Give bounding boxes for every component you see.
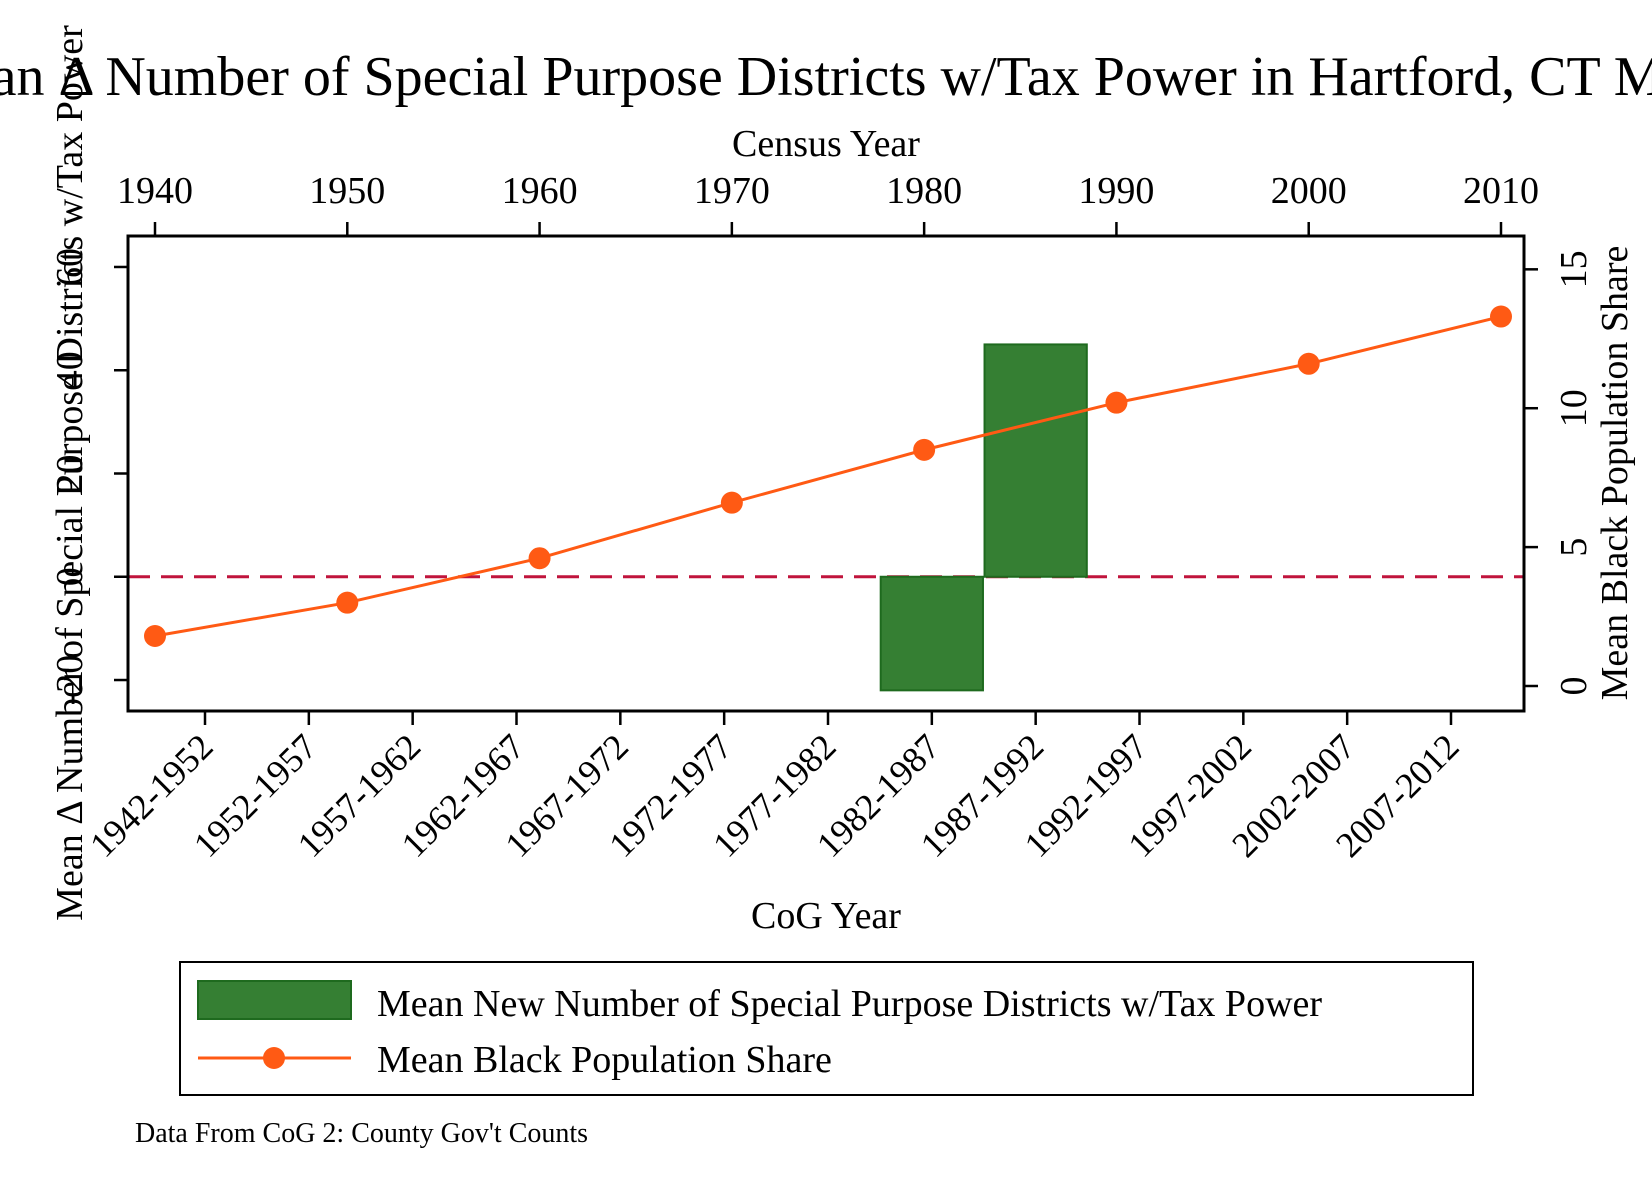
bar-series	[879, 343, 1088, 692]
left-axis-tick-label: -20	[49, 655, 91, 706]
black-share-point-1980	[913, 438, 936, 461]
legend-box	[179, 961, 1474, 1096]
top-axis-tick-label: 2000	[1271, 170, 1347, 212]
top-axis-tick-label: 1990	[1078, 170, 1154, 212]
right-axis: 0 5 10 15	[1524, 250, 1595, 696]
top-axis-tick-label: 1970	[694, 170, 770, 212]
top-axis-tick-label: 1950	[309, 170, 385, 212]
legend: Mean New Number of Special Purpose Distr…	[179, 961, 1474, 1096]
chart-title: Mean Δ Number of Special Purpose Distric…	[0, 46, 1652, 108]
left-axis-tick-label: 20	[49, 455, 91, 493]
top-axis: 1940 1950 1960 1970 1980 1990 2000 2010	[117, 170, 1539, 236]
top-axis-tick-label: 1960	[502, 170, 578, 212]
left-axis-tick-label: 60	[49, 248, 91, 286]
top-axis-label: Census Year	[732, 123, 920, 165]
right-axis-tick-label: 10	[1553, 389, 1595, 427]
bar-1987-1992	[983, 343, 1088, 578]
legend-bar-swatch	[197, 980, 352, 1020]
right-axis-tick-label: 0	[1553, 677, 1595, 696]
black-share-point-1950	[336, 591, 359, 614]
right-axis-label: Mean Black Population Share	[1594, 246, 1636, 701]
bottom-axis: 1942-19521952-19571957-19621962-19671967…	[82, 711, 1467, 865]
left-axis-tick-label: 0	[49, 567, 91, 586]
black-share-point-1970	[720, 491, 743, 514]
right-axis-tick-label: 5	[1553, 538, 1595, 557]
black-share-point-2010	[1490, 305, 1512, 328]
source-note: Data From CoG 2: County Gov't Counts	[135, 1118, 588, 1149]
top-axis-tick-label: 1940	[117, 170, 193, 212]
left-axis: -20 0 20 40 60	[49, 248, 128, 705]
legend-line-marker	[263, 1047, 285, 1069]
right-axis-tick-label: 15	[1553, 250, 1595, 288]
black-share-point-1940	[144, 625, 166, 647]
black-share-point-1960	[528, 547, 551, 570]
legend-line-label: Mean Black Population Share	[377, 1039, 832, 1081]
bottom-axis-label: CoG Year	[751, 895, 901, 937]
top-axis-tick-label: 1980	[886, 170, 962, 212]
plot-frame	[126, 234, 1526, 713]
left-axis-label: Mean Δ Number of Special Purpose Distric…	[49, 25, 91, 921]
left-axis-tick-label: 40	[49, 351, 91, 389]
top-axis-tick-label: 2010	[1463, 170, 1539, 212]
black-share-point-2000	[1297, 352, 1320, 375]
bar-1982-1987	[879, 575, 984, 692]
legend-bar-label: Mean New Number of Special Purpose Distr…	[377, 983, 1322, 1025]
black-share-line	[154, 315, 1502, 638]
line-series	[144, 305, 1512, 647]
black-share-point-1990	[1105, 391, 1128, 414]
